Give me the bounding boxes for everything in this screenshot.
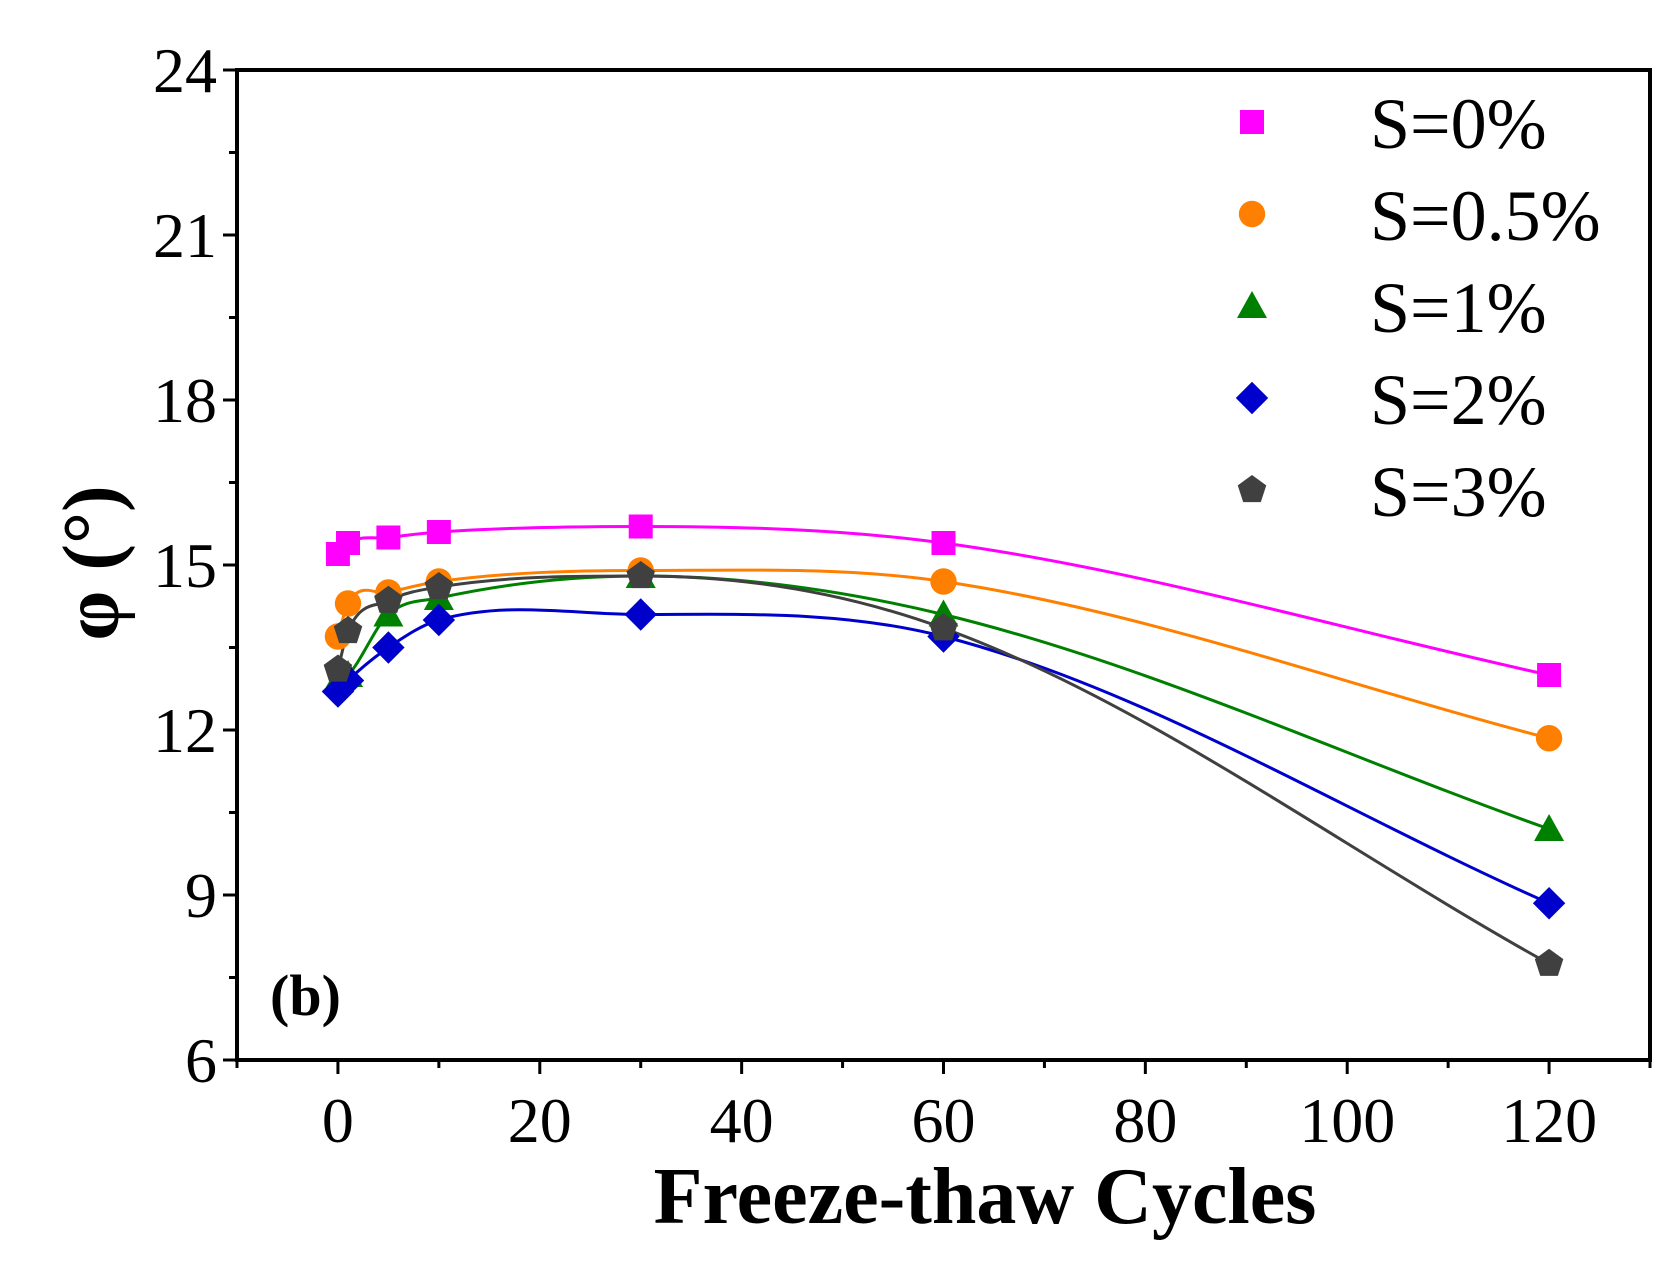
legend-label-s-0: S=0% — [1370, 84, 1547, 164]
fit-line-s-0-5 — [336, 568, 1550, 740]
data-point-s-0 — [376, 525, 401, 550]
data-point-s-3 — [424, 572, 454, 600]
plot-area — [321, 514, 1566, 976]
data-point-s-1 — [373, 599, 404, 627]
legend-label-s-3: S=3% — [1370, 452, 1547, 532]
data-point-s-0 — [931, 531, 956, 555]
legend-marker-s-2 — [1235, 381, 1269, 415]
axes: 0 20 40 60 80 100 120 6 9 12 15 18 21 24 — [153, 35, 1652, 1156]
data-point-s-0 — [1537, 663, 1562, 687]
data-point-s-0 — [426, 520, 451, 544]
data-point-s-2 — [1532, 887, 1566, 920]
legend-marker-s-0-5 — [1238, 200, 1266, 228]
x-tick-label: 80 — [1113, 1085, 1177, 1156]
x-tick-label: 120 — [1501, 1085, 1597, 1156]
data-point-s-0 — [336, 531, 361, 555]
data-point-s-0-5 — [930, 568, 957, 595]
data-point-s-1 — [1534, 814, 1565, 841]
legend-marker-s-1 — [1237, 291, 1267, 318]
data-point-s-0-5 — [334, 590, 362, 617]
x-tick-label: 40 — [710, 1085, 774, 1156]
legend-label-s-0-5: S=0.5% — [1370, 176, 1601, 256]
y-tick-label: 24 — [153, 35, 217, 106]
data-point-s-3 — [374, 585, 403, 613]
y-tick-label: 9 — [185, 860, 217, 931]
data-point-s-2 — [624, 598, 657, 631]
x-tick-label: 60 — [912, 1085, 976, 1156]
data-point-s-0 — [628, 514, 653, 539]
y-tick-label: 6 — [185, 1025, 217, 1096]
data-point-s-3 — [333, 616, 363, 644]
x-axis-title: Freeze-thaw Cycles — [654, 1153, 1317, 1241]
legend-label-s-2: S=2% — [1370, 360, 1547, 440]
y-tick-label: 18 — [153, 365, 217, 436]
data-point-s-2 — [372, 631, 405, 664]
y-tick-label: 12 — [153, 695, 217, 766]
data-point-s-3 — [1534, 948, 1564, 976]
fit-line-s-2 — [336, 608, 1550, 905]
y-tick-label: 21 — [153, 200, 217, 271]
data-point-s-3 — [626, 561, 655, 589]
panel-label: (b) — [270, 963, 341, 1028]
legend-label-s-1: S=1% — [1370, 268, 1547, 348]
legend-marker-s-3 — [1237, 475, 1267, 503]
y-axis-title: φ (°) — [48, 485, 136, 640]
legend-marker-s-0 — [1240, 110, 1264, 134]
data-point-s-3 — [323, 654, 353, 682]
legend: S=0% S=0.5% S=1% S=2% S=3% — [1235, 84, 1601, 532]
y-tick-label: 15 — [153, 530, 217, 601]
x-tick-label: 20 — [508, 1085, 572, 1156]
data-point-s-0-5 — [1535, 725, 1563, 752]
x-tick-label: 100 — [1299, 1085, 1395, 1156]
data-point-s-2 — [422, 603, 456, 637]
data-point-s-3 — [929, 613, 958, 641]
x-tick-label: 0 — [322, 1085, 354, 1156]
